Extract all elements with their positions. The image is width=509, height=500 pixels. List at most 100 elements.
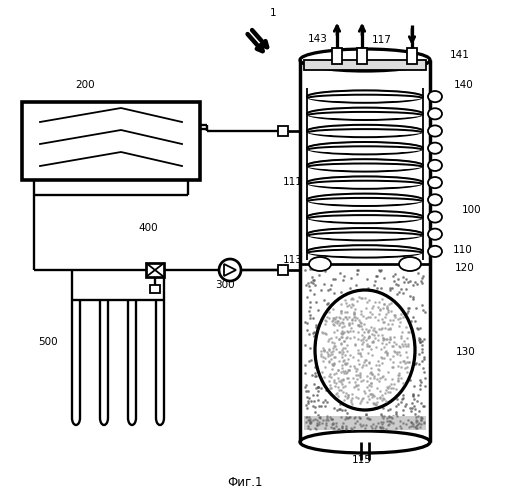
Point xyxy=(412,324,420,332)
Point xyxy=(350,340,358,348)
Point xyxy=(389,380,398,388)
Point xyxy=(389,312,397,320)
Point xyxy=(363,419,372,427)
Point xyxy=(382,414,390,422)
Point xyxy=(395,358,403,366)
Point xyxy=(340,356,348,364)
Point xyxy=(408,295,416,303)
Point xyxy=(393,378,401,386)
Point xyxy=(306,278,315,286)
Point xyxy=(302,326,310,334)
Point xyxy=(352,270,360,278)
Point xyxy=(358,376,366,384)
Point xyxy=(385,336,393,344)
Point xyxy=(382,416,390,424)
Point xyxy=(362,274,371,282)
Point xyxy=(367,370,376,378)
Point xyxy=(377,360,385,368)
Point xyxy=(416,416,425,424)
Point xyxy=(310,408,319,416)
Point xyxy=(343,392,351,400)
Point xyxy=(317,328,325,336)
Point xyxy=(401,400,409,407)
Point xyxy=(377,372,385,380)
Text: 115: 115 xyxy=(351,455,371,465)
Point xyxy=(370,326,378,334)
Point xyxy=(323,314,331,322)
Point xyxy=(348,296,356,304)
Point xyxy=(329,340,337,347)
Point xyxy=(312,420,320,428)
Point xyxy=(339,338,347,345)
Point xyxy=(371,400,379,408)
Point xyxy=(321,362,329,370)
Point xyxy=(372,361,380,369)
Point xyxy=(356,336,364,344)
Point xyxy=(349,383,357,391)
Point xyxy=(362,384,370,392)
Point xyxy=(326,348,334,356)
Point xyxy=(303,424,312,432)
Point xyxy=(410,410,418,418)
Point xyxy=(377,396,385,404)
Point xyxy=(369,400,377,408)
Point xyxy=(328,361,336,369)
Text: 400: 400 xyxy=(138,223,157,233)
Point xyxy=(357,376,365,384)
Point xyxy=(347,295,355,303)
Point xyxy=(370,424,378,432)
Point xyxy=(359,328,367,336)
Point xyxy=(349,309,357,317)
Point xyxy=(386,380,394,388)
Point xyxy=(353,356,361,364)
Point xyxy=(305,264,313,272)
Point xyxy=(391,402,399,409)
Point xyxy=(337,364,346,372)
Point xyxy=(408,422,416,430)
Point xyxy=(325,377,333,385)
Point xyxy=(358,394,366,402)
Point xyxy=(397,328,405,336)
Point xyxy=(356,322,364,330)
Point xyxy=(302,393,310,401)
Point xyxy=(343,302,351,310)
Point xyxy=(385,355,393,363)
Point xyxy=(319,280,327,288)
Point xyxy=(348,353,356,361)
Point xyxy=(334,336,343,344)
Point xyxy=(367,330,376,338)
Point xyxy=(379,412,387,420)
Point xyxy=(342,422,350,430)
Point xyxy=(342,368,350,376)
Point xyxy=(419,355,428,363)
Point xyxy=(403,328,411,336)
Point xyxy=(370,400,378,408)
Point xyxy=(301,402,309,409)
Point xyxy=(398,406,406,414)
Point xyxy=(375,266,383,274)
Point xyxy=(366,420,375,428)
Point xyxy=(342,327,350,335)
Point xyxy=(315,418,323,426)
Point xyxy=(394,348,403,356)
Point xyxy=(399,338,407,345)
Point xyxy=(402,310,410,318)
Point xyxy=(337,346,346,354)
Point xyxy=(383,324,391,332)
Point xyxy=(337,406,346,414)
Point xyxy=(310,281,319,289)
Point xyxy=(329,305,337,313)
Point xyxy=(361,362,369,370)
Point xyxy=(375,360,383,368)
Point xyxy=(382,351,390,359)
Point xyxy=(372,422,380,430)
Point xyxy=(383,334,391,342)
Point xyxy=(315,412,323,420)
Point xyxy=(406,317,414,325)
Point xyxy=(359,338,367,346)
Point xyxy=(390,270,399,278)
Point xyxy=(343,394,351,402)
Point xyxy=(355,369,363,377)
Point xyxy=(353,320,361,328)
Point xyxy=(325,370,333,378)
